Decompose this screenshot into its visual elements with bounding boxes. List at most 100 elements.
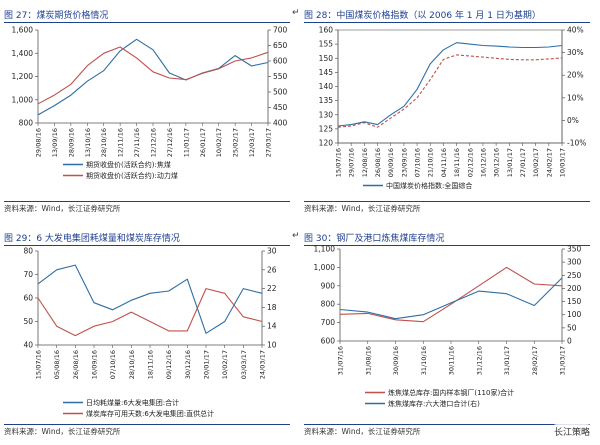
x-tick-label: 12/12/16 bbox=[150, 128, 158, 157]
y-tick-label-right: 100 bbox=[567, 310, 582, 319]
panel-coal-futures: 图 27：煤炭期货价格情况 ↵ 800 1,000 1,200 1,400 1,600 4… bbox=[0, 0, 300, 222]
y-tick-label-left: 80 bbox=[23, 247, 33, 256]
x-tick-label: 31/01/17 bbox=[503, 346, 511, 375]
y-tick-label-right: 22 bbox=[267, 284, 277, 293]
y-tick-label-right: 300 bbox=[567, 258, 582, 267]
x-tick-label: 09/12/16 bbox=[165, 350, 173, 379]
x-tick-label: 12/11/16 bbox=[117, 128, 125, 157]
source-divider bbox=[304, 424, 590, 425]
y-tick-label-right: 200 bbox=[567, 284, 582, 293]
source-note: 资料来源：Wind，长江证券研究所 bbox=[4, 427, 121, 436]
y-tick-label-left: 155 bbox=[319, 40, 334, 49]
x-tick-label: 09/09/16 bbox=[387, 148, 395, 177]
x-tick-label: 31/07/16 bbox=[337, 346, 345, 375]
panel-power-coal-consumption: 图 29：6 大发电集团耗煤量和煤炭库存情况 ↵ 40 50 60 70 80 10 14 1… bbox=[0, 223, 300, 445]
y-tick-label-left: 1,000 bbox=[314, 263, 336, 272]
y-tick-label-left: 60 bbox=[23, 294, 33, 303]
x-tick-label: 10/03/17 bbox=[559, 148, 567, 177]
x-tick-label: 26/01/17 bbox=[199, 128, 207, 157]
chart-title: 图 27：煤炭期货价格情况 bbox=[4, 11, 109, 21]
y-tick-label-left: 70 bbox=[23, 270, 33, 279]
y-tick-label-right: 0 bbox=[567, 337, 572, 346]
y-tick-label-right: 600 bbox=[273, 57, 288, 66]
y-tick-label-right: 650 bbox=[273, 41, 288, 50]
y-tick-label-left: 600 bbox=[321, 337, 336, 346]
source-note: 资料来源：Wind，长江证券研究所 bbox=[304, 204, 421, 213]
anchor-icon: ↵ bbox=[292, 231, 300, 241]
y-tick-label-left: 40 bbox=[23, 341, 33, 350]
y-tick-label-right: 0% bbox=[567, 116, 579, 125]
chart-svg: 600 700 800 900 1,000 1,100 0 50 100 150 200 250 300… bbox=[314, 245, 582, 409]
y-tick-label-right: 10% bbox=[567, 93, 584, 102]
y-tick-label-right: 10 bbox=[267, 341, 277, 350]
anchor-icon: ↵ bbox=[292, 8, 300, 18]
x-tick-label: 28/10/16 bbox=[100, 128, 108, 157]
source-divider bbox=[304, 201, 590, 202]
x-tick-label: 11/01/17 bbox=[182, 128, 190, 157]
x-tick-label: 02/12/16 bbox=[466, 148, 474, 177]
x-tick-label: 07/10/16 bbox=[109, 350, 117, 379]
x-tick-label: 28/10/16 bbox=[128, 350, 136, 379]
x-tick-label: 13/01/17 bbox=[506, 148, 514, 177]
x-tick-label: 18/11/16 bbox=[453, 148, 461, 177]
x-tick-label: 31/10/16 bbox=[420, 346, 428, 375]
x-tick-label: 25/02/17 bbox=[232, 128, 240, 157]
x-tick-label: 23/09/16 bbox=[400, 148, 408, 177]
x-tick-label: 15/07/16 bbox=[35, 350, 43, 379]
x-tick-label: 30/09/16 bbox=[392, 346, 400, 375]
panel-coal-price-index: 图 28：中国煤炭价格指数（以 2006 年 1 月 1 日为基期） ↵ 120… bbox=[292, 0, 600, 222]
source-note: 资料来源：Wind，长江证券研究所 bbox=[4, 204, 121, 213]
x-tick-label: 12/08/16 bbox=[361, 148, 369, 177]
legend-label: 中国煤炭价格指数:全国综合 bbox=[386, 181, 472, 190]
x-tick-label: 24/02/17 bbox=[545, 148, 553, 177]
x-tick-label: 31/12/16 bbox=[475, 346, 483, 375]
x-tick-label: 21/10/16 bbox=[427, 148, 435, 177]
y-tick-label-right: 500 bbox=[273, 88, 288, 97]
title-divider bbox=[304, 245, 590, 246]
panel-coking-coal-inventory: 图 30：钢厂及港口炼焦煤库存情况 ↵ 600 700 800 900 1,000 1,1… bbox=[292, 223, 600, 445]
x-tick-label: 04/11/16 bbox=[440, 148, 448, 177]
series-line-2 bbox=[37, 288, 263, 337]
anchor-icon: ↵ bbox=[292, 8, 300, 18]
y-tick-label-right: 30% bbox=[567, 48, 584, 57]
source-note: 资料来源：Wind，长江证券研究所 bbox=[304, 427, 421, 436]
x-tick-label: 05/08/16 bbox=[53, 350, 61, 379]
title-divider bbox=[304, 22, 590, 23]
x-tick-label: 03/03/17 bbox=[240, 350, 248, 379]
x-tick-label: 20/01/17 bbox=[203, 350, 211, 379]
y-tick-label-left: 1,000 bbox=[12, 95, 34, 104]
x-tick-label: 13/10/16 bbox=[84, 128, 92, 157]
legend-label: 期货收盘价(活跃合约):焦煤 bbox=[86, 160, 171, 169]
series-line-2 bbox=[337, 54, 563, 128]
y-tick-label-right: 18 bbox=[267, 303, 277, 312]
x-tick-label: 30/11/16 bbox=[448, 346, 456, 375]
x-tick-label: 31/08/16 bbox=[364, 346, 372, 375]
x-tick-label: 30/12/16 bbox=[493, 148, 501, 177]
x-tick-label: 16/12/16 bbox=[479, 148, 487, 177]
x-tick-label: 27/01/17 bbox=[519, 148, 527, 177]
y-tick-label-right: 450 bbox=[273, 103, 288, 112]
y-tick-label-left: 130 bbox=[319, 110, 334, 119]
chart-title: 图 29：6 大发电集团耗煤量和煤炭库存情况 bbox=[4, 234, 180, 244]
chart-title: 图 30：钢厂及港口炼焦煤库存情况 bbox=[304, 234, 445, 244]
legend-label: 煤炭库存可用天数:6大发电集团:直供总计 bbox=[86, 409, 214, 418]
x-tick-label: 10/02/17 bbox=[532, 148, 540, 177]
y-tick-label-left: 140 bbox=[319, 82, 334, 91]
y-tick-label-left: 50 bbox=[23, 317, 33, 326]
y-tick-label-right: 50 bbox=[567, 323, 577, 332]
source-divider bbox=[4, 424, 290, 425]
x-tick-label: 28/09/16 bbox=[67, 128, 75, 157]
y-tick-label-left: 1,100 bbox=[314, 245, 336, 254]
y-tick-label-right: 26 bbox=[267, 265, 277, 274]
y-tick-label-right: 40% bbox=[567, 26, 584, 35]
x-tick-label: 28/02/17 bbox=[531, 346, 539, 375]
series-line-1 bbox=[337, 42, 563, 127]
x-tick-label: 27/12/16 bbox=[166, 128, 174, 157]
y-tick-label-left: 1,600 bbox=[12, 26, 34, 35]
y-tick-label-right: 400 bbox=[273, 119, 288, 128]
y-tick-label-left: 125 bbox=[319, 124, 334, 133]
anchor-icon: ↵ bbox=[292, 231, 300, 241]
x-tick-label: 26/08/16 bbox=[374, 148, 382, 177]
source-divider bbox=[4, 201, 290, 202]
x-tick-label: 27/11/16 bbox=[133, 128, 141, 157]
